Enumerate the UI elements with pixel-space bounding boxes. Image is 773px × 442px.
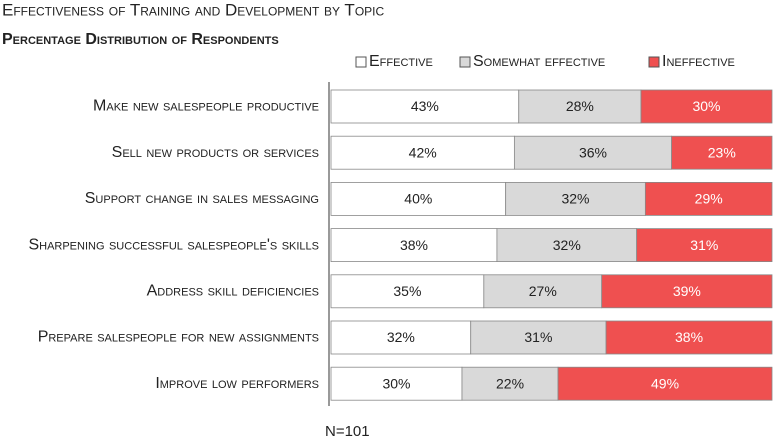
y-tick-label: Improve low performers [155,375,319,392]
bar-segment [330,228,498,263]
value-label: 32% [553,237,581,253]
value-label: 38% [675,329,703,345]
value-label: 35% [393,283,421,299]
legend-label: Ineffective [662,53,735,70]
bar-segment [470,320,607,355]
value-label: 36% [579,144,607,160]
bar-segment [518,89,642,124]
legend-swatch [355,56,367,68]
value-label: 32% [561,191,589,207]
chart-title: Effectiveness of Training and Developmen… [2,0,384,19]
value-label: 28% [566,98,594,114]
bar-segment [330,366,463,401]
legend-swatch [648,56,660,68]
footnote: N=101 [325,423,370,440]
chart-subtitle: Percentage Distribution of Respondents [2,31,279,48]
bar-segment [601,274,773,309]
bar-segment [605,320,773,355]
value-label: 38% [400,237,428,253]
bar-segment [330,274,485,309]
value-label: 30% [692,98,720,114]
bar-segment [557,366,773,401]
value-label: 43% [411,98,439,114]
value-label: 22% [496,375,524,391]
value-label: 27% [529,283,557,299]
value-label: 23% [708,144,736,160]
value-label: 39% [673,283,701,299]
value-label: 30% [382,375,410,391]
y-tick-label: Sharpening successful salespeople's skil… [28,236,319,253]
value-label: 42% [409,144,437,160]
legend-label: Effective [369,53,433,70]
bar-segment [496,228,638,263]
y-tick-label: Sell new products or services [112,144,319,161]
y-tick-label: Make new salespeople productive [93,98,319,115]
value-label: 29% [695,191,723,207]
value-label: 31% [690,237,718,253]
value-label: 49% [651,375,679,391]
bar-segment [636,228,773,263]
y-tick-label: Prepare salespeople for new assignments [38,329,319,346]
value-label: 40% [404,191,432,207]
bar-segment [644,181,773,216]
value-label: 32% [387,329,415,345]
value-label: 31% [524,329,552,345]
bar-segment [483,274,603,309]
legend-label: Somewhat effective [473,53,605,70]
y-tick-label: Support change in sales messaging [85,190,319,207]
legend-swatch [459,56,471,68]
bar-segment [671,135,773,170]
bar-segment [330,320,472,355]
bar-segment [640,89,773,124]
bar-segment [461,366,559,401]
y-tick-label: Address skill deficiencies [147,283,319,300]
